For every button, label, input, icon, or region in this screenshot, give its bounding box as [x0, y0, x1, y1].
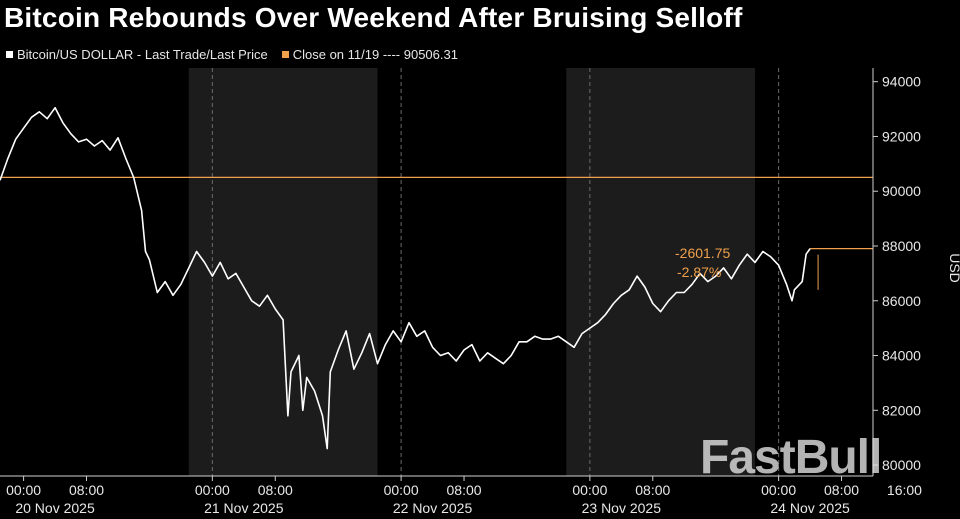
x-time-label-0: 00:00 — [6, 482, 41, 498]
x-time-label-1: 08:00 — [69, 482, 104, 498]
change-pct-annotation: -2.87% — [677, 264, 721, 280]
x-time-label-4: 00:00 — [384, 482, 419, 498]
y-tick-label-4: 88000 — [882, 238, 921, 254]
x-time-label-2: 00:00 — [195, 482, 230, 498]
x-time-label-3: 08:00 — [258, 482, 293, 498]
x-date-label-4: 24 Nov 2025 — [770, 500, 850, 516]
change-annotation: -2601.75 — [675, 245, 730, 261]
y-tick-label-0: 80000 — [882, 457, 921, 473]
x-time-label-10: 16:00 — [887, 482, 922, 498]
x-date-label-3: 23 Nov 2025 — [582, 500, 662, 516]
y-tick-label-6: 92000 — [882, 128, 921, 144]
x-date-label-1: 21 Nov 2025 — [204, 500, 284, 516]
legend-swatch-close — [281, 51, 289, 58]
y-tick-label-7: 94000 — [882, 74, 921, 90]
weekend-shade-1 — [566, 68, 756, 476]
legend-label-bitcoin: Bitcoin/US DOLLAR - Last Trade/Last Pric… — [17, 47, 268, 62]
legend-label-close: Close on 11/19 ---- 90506.31 — [292, 47, 458, 62]
x-time-label-7: 08:00 — [635, 482, 670, 498]
x-time-label-8: 00:00 — [761, 482, 796, 498]
y-axis-label: USD — [947, 253, 960, 283]
y-tick-label-5: 90000 — [882, 183, 921, 199]
y-tick-label-1: 82000 — [882, 402, 921, 418]
y-tick-label-3: 86000 — [882, 293, 921, 309]
x-time-label-5: 08:00 — [447, 482, 482, 498]
x-date-label-0: 20 Nov 2025 — [15, 500, 95, 516]
chart-legend: Bitcoin/US DOLLAR - Last Trade/Last Pric… — [6, 47, 458, 62]
fastbull-watermark: FastBull — [700, 431, 882, 484]
legend-swatch-bitcoin — [6, 51, 13, 58]
weekend-shade-0 — [188, 68, 378, 476]
y-tick-label-2: 84000 — [882, 348, 921, 364]
chart-title: Bitcoin Rebounds Over Weekend After Brui… — [4, 2, 743, 33]
bitcoin-price-line — [0, 106, 811, 450]
x-date-label-2: 22 Nov 2025 — [393, 500, 473, 516]
x-time-label-9: 08:00 — [824, 482, 859, 498]
x-time-label-6: 00:00 — [572, 482, 607, 498]
